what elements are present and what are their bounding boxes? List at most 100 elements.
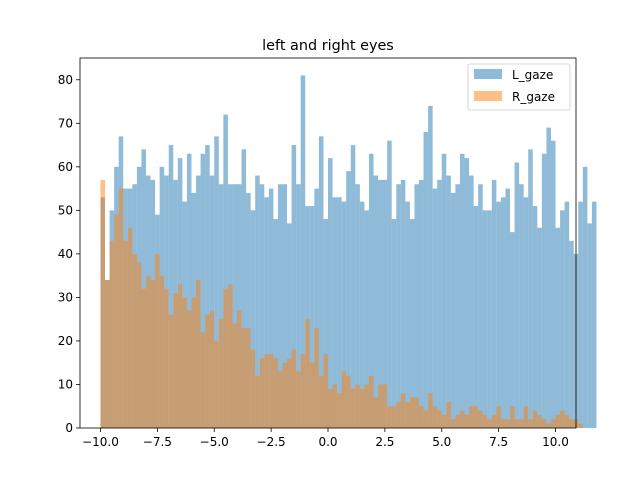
bar-l-gaze: [546, 127, 551, 428]
bar-l-gaze: [478, 184, 483, 428]
bar-r-gaze: [296, 371, 301, 428]
bar-r-gaze: [205, 314, 210, 428]
legend-label-r-gaze: R_gaze: [512, 90, 555, 104]
bar-l-gaze: [368, 153, 374, 428]
bar-l-gaze: [482, 210, 488, 428]
bar-l-gaze: [487, 210, 492, 428]
bar-r-gaze: [428, 393, 433, 428]
bar-l-gaze: [491, 179, 497, 428]
x-tick-label: 7.5: [489, 435, 508, 449]
bar-l-gaze: [200, 153, 206, 428]
bar-r-gaze: [155, 253, 160, 428]
bar-r-gaze: [309, 362, 315, 428]
bar-r-gaze: [382, 384, 388, 428]
bar-l-gaze: [378, 179, 383, 428]
x-tick-label: −10.0: [82, 435, 119, 449]
y-tick-label: 50: [58, 203, 73, 217]
bar-l-gaze: [350, 145, 356, 428]
bar-l-gaze: [396, 184, 401, 428]
bar-l-gaze: [355, 184, 360, 428]
bar-l-gaze: [264, 197, 269, 428]
bar-l-gaze: [168, 145, 174, 428]
bar-l-gaze: [532, 206, 538, 428]
bar-l-gaze: [464, 158, 470, 428]
bar-r-gaze: [500, 419, 506, 428]
bar-r-gaze: [478, 410, 483, 428]
bar-r-gaze: [232, 323, 237, 428]
bar-l-gaze: [459, 153, 465, 428]
bar-l-gaze: [282, 184, 288, 428]
x-tick-label: 10.0: [542, 435, 569, 449]
bar-l-gaze: [337, 197, 342, 428]
bar-r-gaze: [437, 410, 442, 428]
x-tick-label: −5.0: [200, 435, 229, 449]
bar-r-gaze: [314, 327, 319, 428]
bar-r-gaze: [332, 384, 338, 428]
bar-l-gaze: [450, 192, 456, 428]
x-tick-label: 2.5: [375, 435, 394, 449]
bar-r-gaze: [405, 401, 410, 428]
y-tick-label: 0: [65, 421, 73, 435]
bar-r-gaze: [391, 406, 397, 428]
bar-r-gaze: [400, 393, 406, 428]
bar-r-gaze: [282, 362, 288, 428]
x-tick-label: 5.0: [432, 435, 451, 449]
y-tick-label: 40: [58, 247, 73, 261]
bar-l-gaze: [391, 219, 397, 428]
bar-r-gaze: [182, 297, 187, 428]
bar-r-gaze: [173, 293, 178, 428]
bar-r-gaze: [236, 310, 242, 428]
bar-r-gaze: [359, 388, 365, 428]
bar-r-gaze: [514, 419, 520, 428]
bar-l-gaze: [419, 179, 424, 428]
bar-l-gaze: [569, 240, 574, 428]
bar-r-gaze: [532, 410, 538, 428]
bar-r-gaze: [510, 406, 515, 428]
bar-r-gaze: [459, 410, 465, 428]
bar-r-gaze: [218, 319, 224, 428]
bar-r-gaze: [341, 371, 347, 428]
bar-r-gaze: [318, 375, 324, 428]
bar-l-gaze: [309, 206, 315, 428]
legend-swatch-r-gaze: [474, 91, 502, 101]
y-axis: 0 10 20 30 40 50 60 70 80: [58, 73, 80, 435]
bar-l-gaze: [409, 219, 415, 428]
bar-r-gaze: [528, 419, 533, 428]
bar-l-gaze: [441, 153, 447, 428]
bar-r-gaze: [337, 393, 342, 428]
bar-l-gaze: [560, 210, 565, 428]
bar-r-gaze: [396, 401, 401, 428]
bar-l-gaze: [564, 201, 570, 428]
bar-r-gaze: [523, 406, 529, 428]
bar-r-gaze: [191, 297, 197, 428]
bar-l-gaze: [505, 188, 511, 428]
bar-l-gaze: [364, 210, 369, 428]
bar-r-gaze: [505, 419, 511, 428]
bar-r-gaze: [446, 401, 451, 428]
bar-r-gaze: [441, 414, 447, 428]
bar-r-gaze: [414, 397, 420, 428]
bar-l-gaze: [359, 201, 365, 428]
legend-swatch-l-gaze: [474, 69, 502, 79]
bar-l-gaze: [496, 201, 501, 428]
x-tick-label: 0.0: [318, 435, 337, 449]
bar-l-gaze: [550, 140, 556, 429]
bar-r-gaze: [469, 406, 474, 428]
bar-r-gaze: [141, 288, 146, 428]
bar-r-gaze: [264, 354, 269, 428]
bar-l-gaze: [323, 219, 328, 428]
series-r-gaze-bars: [100, 179, 583, 428]
bar-r-gaze: [378, 384, 383, 428]
bar-r-gaze: [550, 419, 556, 428]
y-tick-label: 10: [58, 377, 73, 391]
bar-l-gaze: [305, 206, 310, 428]
bar-r-gaze: [255, 375, 260, 428]
bar-r-gaze: [227, 284, 233, 428]
bar-l-gaze: [469, 175, 474, 428]
bar-l-gaze: [246, 192, 251, 428]
y-tick-label: 20: [58, 334, 73, 348]
legend: L_gaze R_gaze: [467, 63, 571, 111]
bar-l-gaze: [523, 197, 529, 428]
bar-l-gaze: [510, 232, 515, 428]
